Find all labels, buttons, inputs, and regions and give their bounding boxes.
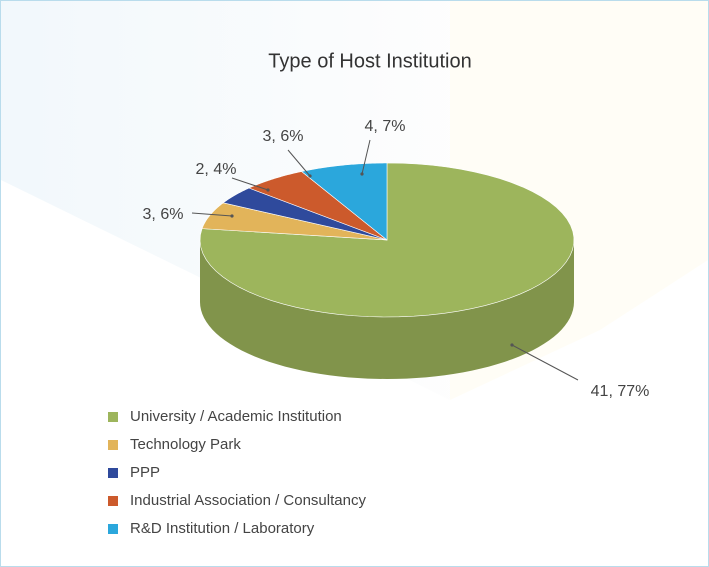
pie-side — [200, 240, 574, 379]
leader-dot — [360, 172, 364, 176]
pie-slice — [248, 171, 388, 241]
data-label: 41, 77% — [591, 383, 650, 400]
pie-slice — [300, 162, 388, 241]
data-label: 2, 4% — [196, 161, 237, 178]
pie-slice — [199, 162, 575, 318]
legend-swatch — [108, 440, 118, 450]
legend-label: University / Academic Institution — [130, 408, 342, 425]
legend-label: R&D Institution / Laboratory — [130, 520, 315, 537]
legend-label: PPP — [130, 464, 160, 481]
leader-dot — [308, 174, 312, 178]
leader-line — [361, 139, 371, 175]
legend-swatch — [108, 496, 118, 506]
pie-slice — [201, 202, 388, 241]
pie-slice — [222, 187, 388, 241]
chart-title: Type of Host Institution — [268, 50, 471, 72]
leader-dot — [510, 343, 514, 347]
leader-dot — [266, 188, 270, 192]
data-label: 4, 7% — [365, 118, 406, 135]
leader-line — [511, 344, 579, 381]
leader-dot — [230, 214, 234, 218]
legend-swatch — [108, 524, 118, 534]
leader-line — [191, 212, 233, 217]
legend-label: Industrial Association / Consultancy — [130, 492, 366, 509]
legend-swatch — [108, 412, 118, 422]
pie — [199, 162, 575, 379]
legend-swatch — [108, 468, 118, 478]
data-label: 3, 6% — [143, 206, 184, 223]
leader-line — [231, 177, 269, 191]
legend-label: Technology Park — [130, 436, 241, 453]
data-label: 3, 6% — [263, 128, 304, 145]
leader-line — [287, 149, 311, 177]
